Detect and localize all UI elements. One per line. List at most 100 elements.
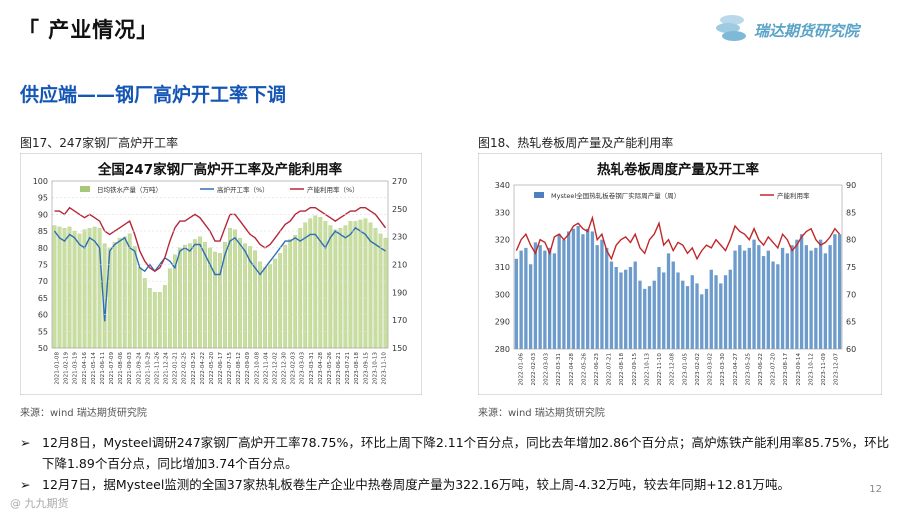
bar xyxy=(814,247,818,349)
series-line xyxy=(515,215,841,261)
bar xyxy=(747,247,751,349)
bar xyxy=(714,275,718,349)
bar xyxy=(127,233,132,349)
bar xyxy=(137,267,142,349)
bar xyxy=(738,245,742,349)
y-left-tick-label: 320 xyxy=(495,236,510,245)
y-left-tick-label: 95 xyxy=(38,194,48,203)
bar xyxy=(676,272,680,349)
x-tick-label: 2021-04-16 xyxy=(82,352,88,385)
y-left-tick-label: 340 xyxy=(495,181,510,190)
bar xyxy=(771,261,775,349)
y-right-tick-label: 60 xyxy=(846,345,856,354)
x-tick-label: 2023-06-22 xyxy=(758,353,764,386)
bar xyxy=(543,250,547,349)
bar xyxy=(633,261,637,349)
bar xyxy=(167,268,172,349)
bar xyxy=(343,225,348,349)
x-tick-label: 2022-02-03 xyxy=(531,353,537,386)
chart-title: 热轧卷板周度产量及开工率 xyxy=(597,161,759,178)
bar xyxy=(638,280,642,349)
bar xyxy=(298,228,303,349)
x-tick-label: 2023-05-26 xyxy=(327,352,333,385)
left-figure-caption: 图17、247家钢厂高炉开工率 xyxy=(20,136,179,150)
bar xyxy=(373,228,378,349)
plot-area xyxy=(513,184,843,350)
y-right-tick-label: 75 xyxy=(846,263,856,272)
y-left-tick-label: 300 xyxy=(495,290,510,299)
bar xyxy=(557,234,561,349)
bar xyxy=(723,275,728,349)
bar xyxy=(695,283,699,349)
y-left-tick-label: 90 xyxy=(38,210,48,219)
x-tick-label: 2023-03-02 xyxy=(708,353,714,386)
bullet-text: 12月8日，Mysteel调研247家钢厂高炉开工率78.75%，环比上周下降2… xyxy=(42,435,890,471)
x-tick-label: 2022-09-09 xyxy=(245,352,251,385)
bar xyxy=(600,239,604,349)
y-right-tick-label: 70 xyxy=(846,290,856,299)
x-tick-label: 2021-09-03 xyxy=(127,352,133,385)
bar xyxy=(709,269,713,349)
bullet-item: ➢ 12月8日，Mysteel调研247家钢厂高炉开工率78.75%，环比上周下… xyxy=(20,432,890,474)
x-tick-label: 2022-08-18 xyxy=(619,353,625,386)
series-line xyxy=(54,206,387,273)
bar xyxy=(152,292,157,349)
x-tick-label: 2023-12-07 xyxy=(834,353,840,386)
bar xyxy=(761,256,766,349)
bar xyxy=(647,286,652,349)
bar xyxy=(595,245,599,349)
x-tick-label: 2023-09-14 xyxy=(796,353,802,386)
y-right-tick-label: 65 xyxy=(846,318,856,327)
x-tick-label: 2022-09-15 xyxy=(632,353,638,386)
bar xyxy=(624,269,628,349)
bar xyxy=(804,245,809,349)
bar xyxy=(132,246,137,349)
x-tick-label: 2022-03-03 xyxy=(544,353,550,386)
bar xyxy=(552,253,557,349)
x-tick-label: 2021-11-26 xyxy=(154,352,160,385)
bar xyxy=(67,226,72,349)
legend-label: 高炉开工率（%） xyxy=(217,185,269,194)
x-tick-label: 2022-07-15 xyxy=(227,352,233,385)
bar xyxy=(528,264,533,349)
x-tick-label: 2023-09-15 xyxy=(363,352,369,385)
x-tick-label: 2022-04-22 xyxy=(200,352,206,385)
legend-swatch xyxy=(534,192,544,198)
x-tick-label: 2022-10-08 xyxy=(254,352,260,385)
x-tick-label: 2021-10-29 xyxy=(145,352,151,385)
y-left-tick-label: 60 xyxy=(38,311,48,320)
bar xyxy=(809,250,813,349)
bar xyxy=(323,221,328,349)
bar xyxy=(333,229,338,349)
x-tick-label: 2023-03-03 xyxy=(300,352,306,385)
x-tick-label: 2023-08-17 xyxy=(783,353,789,386)
y-right-tick-label: 190 xyxy=(392,288,407,297)
y-left-tick-label: 80 xyxy=(38,244,48,253)
x-tick-label: 2021-06-11 xyxy=(100,352,106,385)
y-right-tick-label: 150 xyxy=(392,344,407,353)
y-left-tick-label: 65 xyxy=(38,294,48,303)
x-tick-label: 2023-10-13 xyxy=(372,352,378,385)
legend-label: 产能利用率（%） xyxy=(307,185,359,194)
bar xyxy=(92,226,97,349)
y-right-tick-label: 210 xyxy=(392,261,407,270)
x-tick-label: 2022-04-28 xyxy=(569,353,575,386)
bar xyxy=(524,247,528,349)
x-tick-label: 2022-01-21 xyxy=(173,352,179,385)
bar xyxy=(303,222,308,349)
x-tick-label: 2023-11-09 xyxy=(821,353,827,386)
bar xyxy=(562,239,566,349)
x-tick-label: 2023-02-02 xyxy=(695,353,701,386)
bar xyxy=(833,234,837,349)
bar xyxy=(268,264,273,349)
x-tick-label: 2023-08-18 xyxy=(354,352,360,385)
bar xyxy=(586,228,590,349)
bar xyxy=(273,258,278,349)
watermark: @ 九九期货 xyxy=(10,497,69,510)
bar xyxy=(685,286,690,349)
left-figure-source: 来源：wind 瑞达期货研究院 xyxy=(20,408,147,419)
x-tick-label: 2023-07-21 xyxy=(345,352,351,385)
bar xyxy=(614,267,618,349)
bar xyxy=(823,253,828,349)
x-tick-label: 2023-05-25 xyxy=(745,353,751,386)
